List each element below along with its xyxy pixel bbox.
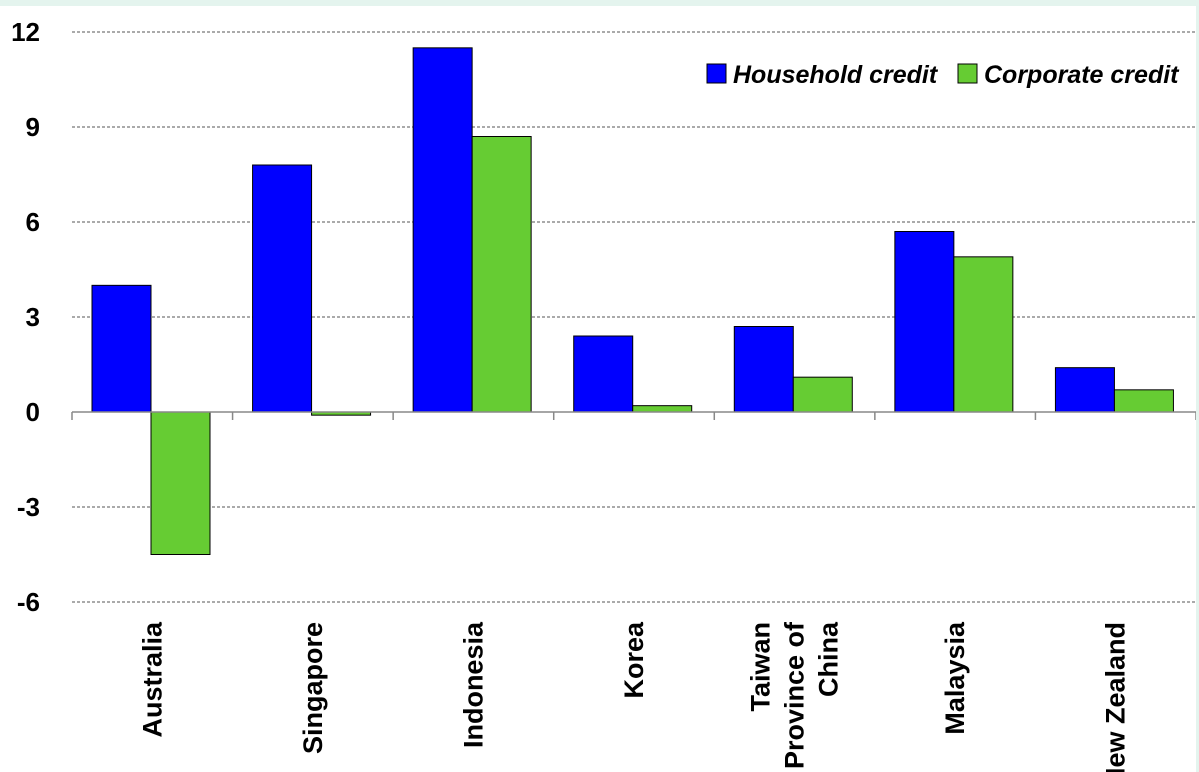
gridlines <box>72 31 1196 603</box>
bar-household <box>573 335 634 413</box>
legend-label-corporate: Corporate credit <box>984 61 1180 89</box>
y-tick-label: 0 <box>26 397 40 427</box>
bar-household <box>733 326 794 413</box>
y-tick-label: -3 <box>17 492 40 522</box>
y-tick-label: -6 <box>17 587 40 617</box>
x-category-label: Singapore <box>298 622 328 754</box>
x-category-label: China <box>814 621 844 697</box>
bar-chart: 12 9 6 3 0 -3 -6 Australia Singapore Indonesia Ko… <box>11 17 1196 772</box>
bar-household <box>1054 367 1115 413</box>
y-tick-label: 12 <box>11 17 40 47</box>
x-category-label: Australia <box>137 621 167 738</box>
bar-corporate <box>150 411 211 555</box>
bar-household <box>412 47 473 413</box>
y-axis-labels: 12 9 6 3 0 -3 -6 <box>11 17 40 617</box>
y-tick-label: 9 <box>26 112 40 142</box>
bars <box>91 47 1174 555</box>
x-category-label: Korea <box>619 621 649 699</box>
bar-corporate <box>632 405 693 413</box>
x-axis: Australia Singapore Indonesia Korea Taiwan Pr… <box>71 411 1196 772</box>
legend-swatch-corporate <box>957 63 978 84</box>
legend-swatch-household <box>706 63 727 84</box>
x-category-label: Province of <box>780 621 810 769</box>
legend-label-household: Household credit <box>733 61 939 89</box>
bar-household <box>894 231 955 413</box>
bar-corporate <box>953 256 1014 413</box>
bar-corporate <box>1113 389 1174 413</box>
bar-household <box>252 164 313 413</box>
x-category-label: Indonesia <box>458 621 488 748</box>
x-category-label: Malaysia <box>940 621 970 735</box>
x-category-label: New Zealand <box>1101 622 1131 772</box>
y-tick-label: 6 <box>26 207 40 237</box>
legend: Household credit Corporate credit <box>706 61 1180 89</box>
chart-frame: 12 9 6 3 0 -3 -6 Australia Singapore Indonesia Ko… <box>0 6 1196 772</box>
bar-corporate <box>792 376 853 413</box>
bar-corporate <box>471 136 532 413</box>
y-tick-label: 3 <box>26 302 40 332</box>
x-category-label: Taiwan <box>746 622 776 712</box>
bar-household <box>91 284 152 413</box>
